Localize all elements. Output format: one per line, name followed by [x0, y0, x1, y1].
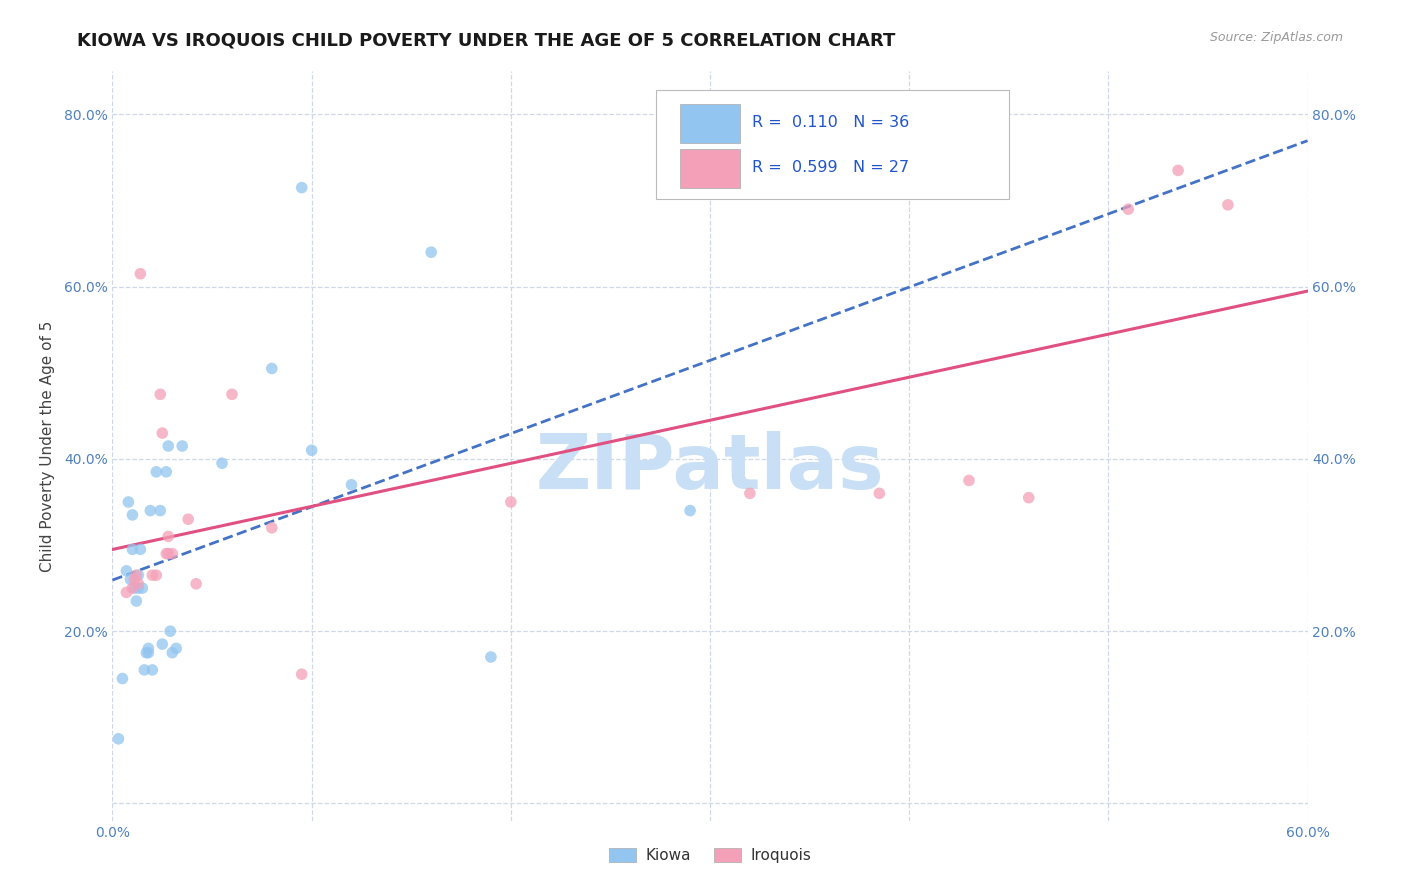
- Point: [138, 646, 160, 660]
- Bar: [681, 104, 740, 144]
- Text: R =  0.599   N = 27: R = 0.599 N = 27: [752, 160, 910, 175]
- Point: [125, 594, 148, 608]
- Point: [127, 568, 149, 582]
- Point: [420, 245, 443, 260]
- Point: [141, 568, 163, 582]
- Point: [679, 503, 702, 517]
- Point: [127, 576, 149, 591]
- Point: [738, 486, 761, 500]
- Point: [340, 477, 363, 491]
- Point: [121, 542, 143, 557]
- Point: [157, 529, 180, 543]
- Point: [127, 581, 149, 595]
- Point: [149, 503, 172, 517]
- Point: [157, 439, 180, 453]
- FancyBboxPatch shape: [657, 90, 1010, 199]
- Point: [211, 456, 233, 470]
- Point: [177, 512, 200, 526]
- Point: [291, 180, 314, 194]
- Point: [150, 426, 173, 441]
- Point: [186, 576, 208, 591]
- Y-axis label: Child Poverty Under the Age of 5: Child Poverty Under the Age of 5: [41, 320, 55, 572]
- Point: [131, 581, 153, 595]
- Point: [138, 641, 160, 656]
- Point: [162, 646, 183, 660]
- Point: [115, 585, 138, 599]
- Point: [499, 495, 522, 509]
- Point: [165, 641, 187, 656]
- Point: [145, 465, 167, 479]
- Point: [139, 503, 162, 517]
- Point: [301, 443, 323, 458]
- Point: [115, 564, 138, 578]
- Point: [111, 672, 134, 686]
- Point: [162, 547, 183, 561]
- Text: R =  0.110   N = 36: R = 0.110 N = 36: [752, 115, 910, 130]
- Point: [124, 573, 146, 587]
- Point: [868, 486, 890, 500]
- Point: [134, 663, 156, 677]
- Bar: [681, 149, 740, 188]
- Point: [121, 581, 143, 595]
- Point: [291, 667, 314, 681]
- Legend: Kiowa, Iroquois: Kiowa, Iroquois: [603, 842, 817, 869]
- Point: [129, 542, 152, 557]
- Point: [957, 474, 980, 488]
- Point: [1018, 491, 1040, 505]
- Point: [157, 547, 180, 561]
- Point: [479, 650, 502, 665]
- Point: [260, 361, 283, 376]
- Point: [1118, 202, 1140, 216]
- Point: [121, 508, 143, 522]
- Point: [120, 573, 142, 587]
- Point: [1167, 163, 1189, 178]
- Text: KIOWA VS IROQUOIS CHILD POVERTY UNDER THE AGE OF 5 CORRELATION CHART: KIOWA VS IROQUOIS CHILD POVERTY UNDER TH…: [77, 31, 896, 49]
- Point: [155, 465, 177, 479]
- Point: [129, 267, 152, 281]
- Point: [117, 495, 139, 509]
- Point: [125, 568, 148, 582]
- Point: [155, 547, 177, 561]
- Point: [107, 731, 129, 746]
- Text: ZIPatlas: ZIPatlas: [536, 432, 884, 506]
- Point: [141, 663, 163, 677]
- Point: [124, 581, 146, 595]
- Point: [135, 646, 157, 660]
- Point: [172, 439, 194, 453]
- Point: [150, 637, 173, 651]
- Point: [159, 624, 181, 639]
- Text: Source: ZipAtlas.com: Source: ZipAtlas.com: [1209, 31, 1343, 45]
- Point: [145, 568, 167, 582]
- Point: [149, 387, 172, 401]
- Point: [1216, 198, 1239, 212]
- Point: [260, 521, 283, 535]
- Point: [221, 387, 243, 401]
